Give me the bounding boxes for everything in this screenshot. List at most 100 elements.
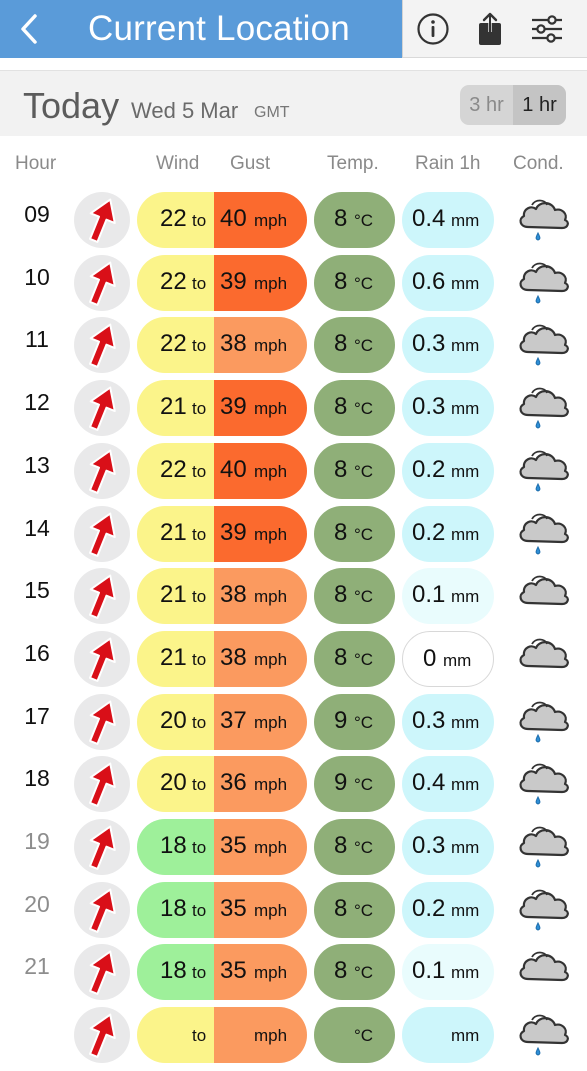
wind-gust-pill: 22 to 40 mph xyxy=(137,443,307,499)
rain-pill: 0.3 mm xyxy=(402,380,494,436)
wind-direction xyxy=(74,882,130,938)
wind-speed-value: 22 xyxy=(160,268,187,295)
wind-to-label: to xyxy=(192,211,207,230)
rain-pill: 0.1 mm xyxy=(402,568,494,624)
gust-speed-cell: 38 mph xyxy=(214,317,307,373)
wind-to-label: to xyxy=(192,336,207,355)
table-row[interactable]: 18 20 to 36 mph 9 °C 0.4 mm xyxy=(0,753,587,815)
info-button[interactable] xyxy=(415,11,451,47)
wind-gust-pill: 22 to 38 mph xyxy=(137,317,307,373)
wind-speed-cell: 22 to xyxy=(137,192,214,248)
wind-gust-pill: 21 to 39 mph xyxy=(137,506,307,562)
gust-speed-cell: 38 mph xyxy=(214,568,307,624)
temperature-pill: 8 °C xyxy=(314,443,395,499)
temperature-unit: °C xyxy=(354,1026,374,1045)
nav-title-area: Current Location xyxy=(0,0,402,58)
wind-gust-pill: 21 to 39 mph xyxy=(137,380,307,436)
back-button[interactable] xyxy=(12,10,46,48)
gust-speed-cell: 35 mph xyxy=(214,882,307,938)
hour-label: 15 xyxy=(24,577,50,603)
condition-icon xyxy=(512,567,574,627)
share-button[interactable] xyxy=(472,11,508,47)
hour-label: 16 xyxy=(24,640,50,666)
table-row[interactable]: 15 21 to 38 mph 8 °C 0.1 mm xyxy=(0,565,587,627)
wind-direction xyxy=(74,756,130,812)
speed-unit: mph xyxy=(254,901,288,920)
wind-speed-cell: 18 to xyxy=(137,882,214,938)
table-row[interactable]: 20 18 to 35 mph 8 °C 0.2 mm xyxy=(0,879,587,941)
table-row[interactable]: 21 18 to 35 mph 8 °C 0.1 mm xyxy=(0,941,587,1003)
wind-arrow-icon xyxy=(89,762,116,807)
table-row[interactable]: 14 21 to 39 mph 8 °C 0.2 mm xyxy=(0,503,587,565)
day-header: Today Wed 5 Mar GMT 3 hr 1 hr xyxy=(0,70,587,136)
table-row[interactable]: 11 22 to 38 mph 8 °C 0.3 mm xyxy=(0,314,587,376)
interval-3hr-option[interactable]: 3 hr xyxy=(469,93,504,116)
hour-label: 21 xyxy=(24,953,50,979)
wind-to-label: to xyxy=(192,901,207,920)
temperature-value: 9 xyxy=(334,769,348,796)
rain-value: 0.4 xyxy=(412,205,446,232)
rain-unit: mm xyxy=(451,587,480,606)
table-row[interactable]: 10 22 to 39 mph 8 °C 0.6 mm xyxy=(0,252,587,314)
gust-speed-value: 35 xyxy=(220,957,247,984)
column-header-temp: Temp. xyxy=(327,153,379,174)
rain-unit: mm xyxy=(451,1026,480,1045)
wind-to-label: to xyxy=(192,775,207,794)
table-row[interactable]: 19 18 to 35 mph 8 °C 0.3 mm xyxy=(0,816,587,878)
wind-speed-value: 21 xyxy=(160,393,187,420)
wind-gust-pill: 22 to 40 mph xyxy=(137,192,307,248)
wind-speed-value: 22 xyxy=(160,456,187,483)
wind-direction xyxy=(74,317,130,373)
wind-direction xyxy=(74,443,130,499)
table-row[interactable]: 16 21 to 38 mph 8 °C 0 mm xyxy=(0,628,587,690)
table-row[interactable]: 17 20 to 37 mph 9 °C 0.3 mm xyxy=(0,691,587,753)
table-row[interactable]: 22tomph°Cmm xyxy=(0,1004,587,1066)
rain-value: 0.1 xyxy=(412,581,446,608)
wind-gust-pill: 18 to 35 mph xyxy=(137,882,307,938)
settings-button[interactable] xyxy=(529,11,565,47)
table-row[interactable]: 13 22 to 40 mph 8 °C 0.2 mm xyxy=(0,440,587,502)
condition-icon xyxy=(512,254,574,314)
temperature-value: 8 xyxy=(334,268,348,295)
wind-to-label: to xyxy=(192,274,207,293)
gust-speed-cell: 37 mph xyxy=(214,694,307,750)
rain-pill: 0.6 mm xyxy=(402,255,494,311)
wind-arrow-icon xyxy=(89,950,116,995)
hour-label: 13 xyxy=(24,452,50,478)
column-header-hour: Hour xyxy=(15,153,57,174)
rain-pill: mm xyxy=(402,1007,494,1063)
rain-unit: mm xyxy=(451,399,480,418)
temperature-value: 8 xyxy=(334,393,348,420)
interval-1hr-option[interactable]: 1 hr xyxy=(513,85,566,125)
table-row[interactable]: 09 22 to 40 mph 8 °C 0.4 mm xyxy=(0,189,587,251)
hour-label: 14 xyxy=(24,515,50,541)
gust-speed-value: 40 xyxy=(220,205,247,232)
wind-speed-value: 20 xyxy=(160,769,187,796)
gust-speed-value: 39 xyxy=(220,268,247,295)
wind-direction xyxy=(74,568,130,624)
wind-arrow-icon xyxy=(89,700,116,745)
rain-pill: 0.4 mm xyxy=(402,756,494,812)
temperature-unit: °C xyxy=(354,462,374,481)
wind-gust-pill: 20 to 37 mph xyxy=(137,694,307,750)
hour-label: 12 xyxy=(24,389,50,415)
temperature-pill: 9 °C xyxy=(314,694,395,750)
speed-unit: mph xyxy=(254,525,288,544)
wind-to-label: to xyxy=(192,963,207,982)
gust-speed-cell: 35 mph xyxy=(214,819,307,875)
wind-speed-cell: to xyxy=(137,1007,214,1063)
wind-arrow-icon xyxy=(89,825,116,870)
rain-value: 0.2 xyxy=(412,895,446,922)
column-header-cond: Cond. xyxy=(513,153,564,174)
condition-icon xyxy=(512,442,574,502)
temperature-pill: 8 °C xyxy=(314,380,395,436)
hour-label: 18 xyxy=(24,765,50,791)
table-row[interactable]: 12 21 to 39 mph 8 °C 0.3 mm xyxy=(0,377,587,439)
gust-speed-value: 36 xyxy=(220,769,247,796)
gust-speed-value: 38 xyxy=(220,581,247,608)
condition-icon xyxy=(512,755,574,815)
speed-unit: mph xyxy=(254,963,288,982)
condition-icon xyxy=(512,881,574,941)
wind-speed-cell: 18 to xyxy=(137,819,214,875)
gust-speed-value: 39 xyxy=(220,393,247,420)
